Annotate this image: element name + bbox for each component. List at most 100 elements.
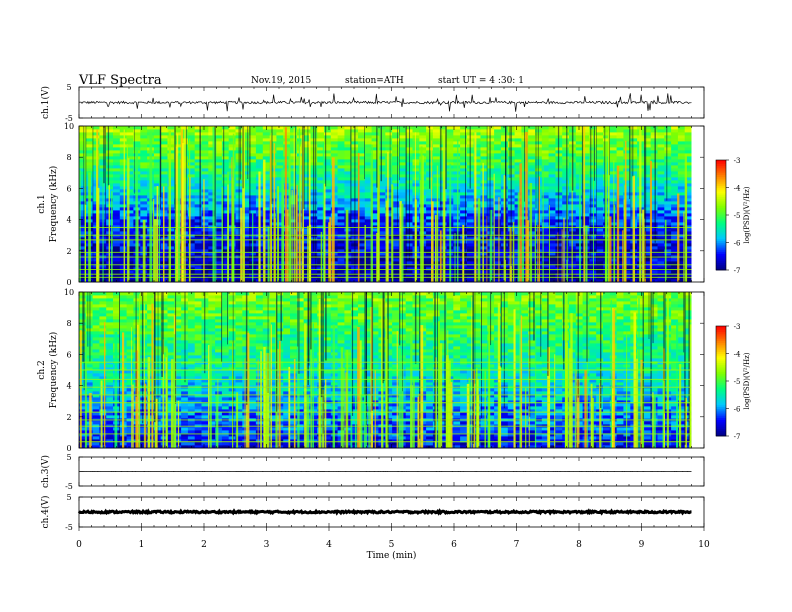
colorbar-cell — [716, 371, 726, 374]
colorbar-label: log(PSD)(V²/Hz) — [743, 186, 751, 243]
colorbar-cell — [716, 229, 726, 232]
colorbar-cell — [716, 360, 726, 363]
colorbar-cell — [716, 260, 726, 263]
colorbar-cell — [716, 202, 726, 205]
colorbar-cell — [716, 178, 726, 181]
colorbar-cell — [716, 340, 726, 343]
colorbar-cell — [716, 342, 726, 345]
colorbar-cell — [716, 419, 726, 422]
colorbar-tick-label: -3 — [734, 323, 741, 331]
colorbar-cell — [716, 196, 726, 199]
colorbar-cell — [716, 205, 726, 208]
colorbar-cell — [716, 161, 726, 164]
y-tick-label: 5 — [66, 83, 71, 92]
colorbar-cell — [716, 397, 726, 400]
colorbar-cell — [716, 408, 726, 411]
colorbar-tick-label: -3 — [734, 157, 741, 165]
colorbar-cell — [716, 355, 726, 358]
y-axis-label: Frequency (kHz) — [48, 332, 59, 409]
x-tick-label: 4 — [326, 540, 332, 550]
colorbar-cell — [716, 222, 726, 225]
colorbar-cell — [716, 434, 726, 437]
colorbar-cell — [716, 326, 726, 329]
colorbar-cell — [716, 386, 726, 389]
colorbar-cell — [716, 401, 726, 404]
colorbar-tick-label: -7 — [734, 433, 741, 441]
colorbar-cell — [716, 169, 726, 172]
colorbar-cell — [716, 235, 726, 238]
x-tick-label: 10 — [698, 540, 710, 550]
y-tick-label: 5 — [66, 453, 71, 462]
colorbar-cell — [716, 218, 726, 221]
colorbar-cell — [716, 379, 726, 382]
colorbar-cell — [716, 366, 726, 369]
colorbar-cell — [716, 259, 726, 262]
y-tick-label: 0 — [66, 444, 71, 453]
colorbar-cell — [716, 244, 726, 247]
colorbar-cell — [716, 187, 726, 190]
start-time-label: start UT = 4 :30: 1 — [438, 76, 524, 86]
colorbar-cell — [716, 266, 726, 269]
colorbar-cell — [716, 200, 726, 203]
y-tick-label: 5 — [66, 493, 71, 502]
colorbar-cell — [716, 412, 726, 415]
colorbar-cell — [716, 215, 726, 218]
colorbar-tick-label: -7 — [734, 267, 741, 275]
colorbar-cell — [716, 421, 726, 424]
colorbar-cell — [716, 182, 726, 185]
colorbar-cell — [716, 346, 726, 349]
colorbar-cell — [716, 410, 726, 413]
colorbar-cell — [716, 242, 726, 245]
y-tick-label: 4 — [66, 382, 71, 391]
colorbar-cell — [716, 381, 726, 384]
colorbar-cell — [716, 359, 726, 362]
spectrogram-ch2-spectrogram — [79, 292, 704, 449]
y-axis-label: ch.3(V) — [40, 455, 51, 488]
colorbar-cell — [716, 327, 726, 330]
x-tick-label: 2 — [201, 540, 207, 550]
colorbar-cell — [716, 220, 726, 223]
colorbar-cell — [716, 238, 726, 241]
colorbar-cell — [716, 167, 726, 170]
y-tick-label: 0 — [66, 278, 71, 287]
colorbar-cell — [716, 240, 726, 243]
y-tick-label: 4 — [66, 216, 71, 225]
x-tick-label: 8 — [576, 540, 582, 550]
colorbar-cell — [716, 211, 726, 214]
colorbar-cell — [716, 213, 726, 216]
spectrogram-ch1-spectrogram — [79, 126, 704, 283]
colorbar-cell — [716, 403, 726, 406]
y-tick-label: 6 — [66, 350, 71, 359]
colorbar-cell — [716, 395, 726, 398]
colorbar-cell — [716, 404, 726, 407]
colorbar-tick-label: -6 — [734, 406, 741, 414]
y-tick-label: -5 — [65, 523, 73, 532]
waveform-line-ch4-waveform — [77, 508, 692, 516]
colorbar-cell — [716, 194, 726, 197]
colorbar-cell — [716, 253, 726, 256]
colorbar-cell — [716, 423, 726, 426]
y-tick-label: 10 — [64, 122, 74, 131]
x-tick-label: 7 — [514, 540, 520, 550]
colorbar-cell — [716, 368, 726, 371]
colorbar-cell — [716, 426, 726, 429]
colorbar-cell — [716, 329, 726, 332]
colorbar-label: log(PSD)(V²/Hz) — [743, 352, 751, 409]
colorbar-cell — [716, 231, 726, 234]
y-tick-label: 8 — [66, 319, 71, 328]
colorbar-cell — [716, 357, 726, 360]
y-tick-label: -5 — [65, 482, 73, 491]
x-tick-label: 1 — [139, 540, 145, 550]
colorbar-cell — [716, 364, 726, 367]
colorbar-cell — [716, 392, 726, 395]
colorbar-cell — [716, 216, 726, 219]
colorbar-cell — [716, 348, 726, 351]
colorbar-cell — [716, 268, 726, 271]
colorbar-cell — [716, 384, 726, 387]
y-axis-label: ch.2 — [37, 360, 47, 379]
colorbar-cell — [716, 335, 726, 338]
colorbar-cell — [716, 425, 726, 428]
colorbar-cell — [716, 180, 726, 183]
x-tick-label: 0 — [76, 540, 82, 550]
